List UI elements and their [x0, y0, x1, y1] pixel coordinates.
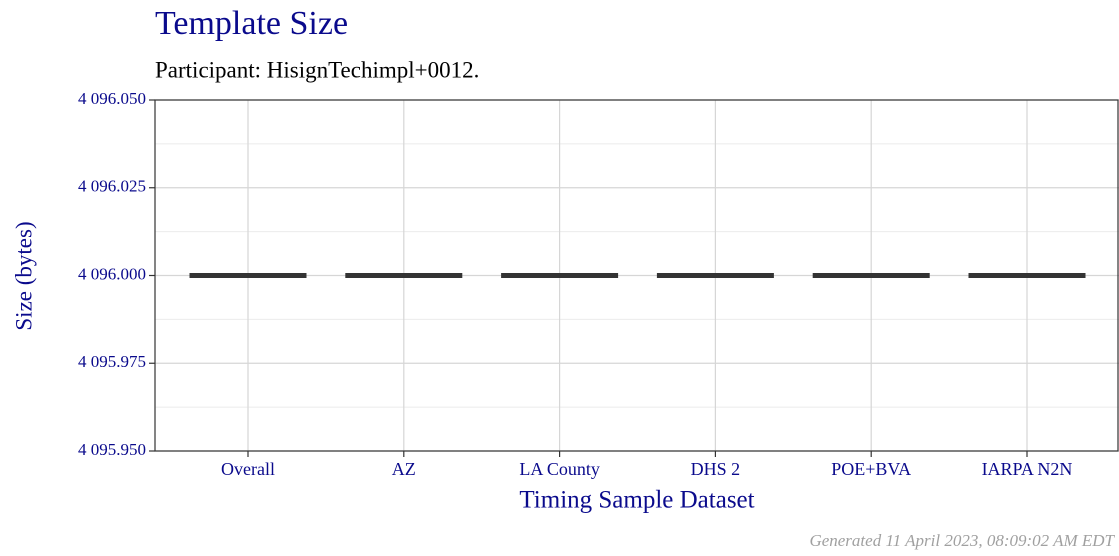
x-axis-title: Timing Sample Dataset [519, 487, 754, 514]
x-tick-label: IARPA N2N [982, 459, 1073, 479]
y-tick-label: 4 096.025 [78, 177, 146, 196]
y-axis-title: Size (bytes) [11, 221, 36, 330]
chart-subtitle: Participant: HisignTechimpl+0012. [155, 57, 479, 82]
chart-title: Template Size [155, 5, 348, 42]
x-tick-label: Overall [221, 459, 275, 479]
y-tick-label: 4 095.950 [78, 440, 146, 459]
x-tick-label: POE+BVA [831, 459, 911, 479]
x-tick-label: DHS 2 [691, 459, 741, 479]
caption: Generated 11 April 2023, 08:09:02 AM EDT [809, 531, 1115, 550]
y-tick-label: 4 096.000 [78, 264, 146, 283]
x-tick-label: LA County [519, 459, 600, 479]
panel-border [154, 99, 1119, 452]
x-tick-label: AZ [392, 459, 416, 479]
y-tick-label: 4 096.050 [78, 89, 146, 108]
y-tick-label: 4 095.975 [78, 352, 146, 371]
